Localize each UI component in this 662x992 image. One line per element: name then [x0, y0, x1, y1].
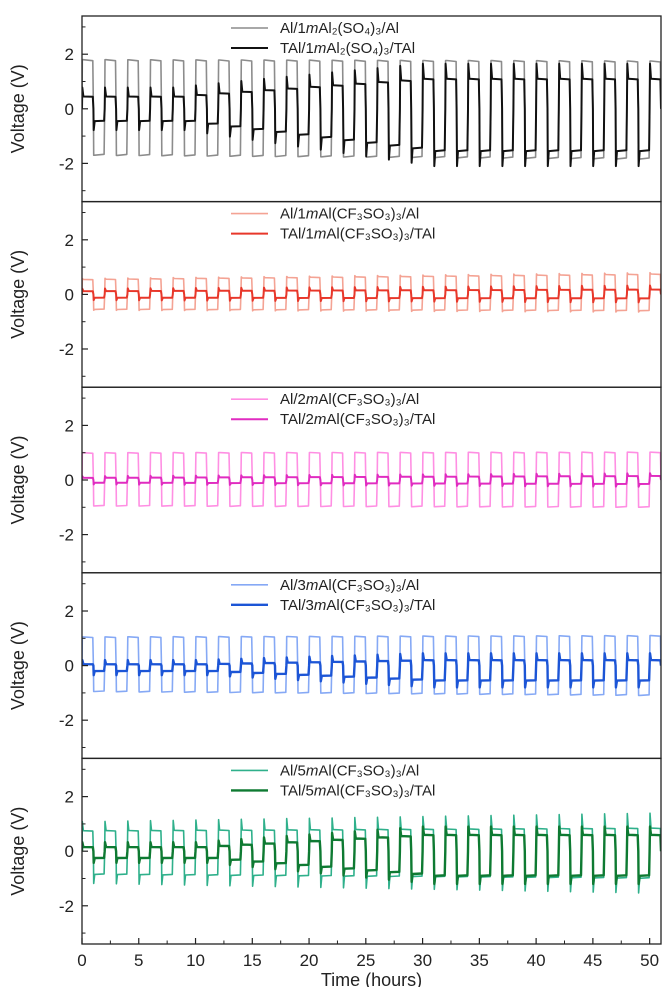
series-line-p3-s1 [82, 451, 661, 508]
y-tick-label: -2 [59, 897, 74, 916]
x-tick-label: 40 [527, 951, 546, 970]
y-tick-label: 0 [65, 657, 74, 676]
y-axis-title: Voltage (V) [8, 621, 28, 710]
y-axis-title: Voltage (V) [8, 250, 28, 339]
y-tick-label: 2 [65, 416, 74, 435]
y-tick-label: -2 [59, 711, 74, 730]
y-tick-label: 0 [65, 100, 74, 119]
series-line-p1-s2 [82, 62, 661, 168]
y-tick-label: -2 [59, 154, 74, 173]
y-tick-label: -2 [59, 340, 74, 359]
legend-label: TAl/5mAl(CF₃SO₃)₃/TAl [280, 782, 435, 799]
y-tick-label: 2 [65, 788, 74, 807]
y-tick-label: 0 [65, 285, 74, 304]
y-axis-title: Voltage (V) [8, 807, 28, 896]
y-tick-label: -2 [59, 526, 74, 545]
y-tick-label: 0 [65, 842, 74, 861]
legend-label: Al/1mAl₂(SO₄)₃/Al [280, 20, 399, 37]
x-tick-label: 45 [583, 951, 602, 970]
series-line-p5-s2 [82, 825, 661, 886]
y-tick-label: 0 [65, 471, 74, 490]
legend-label: Al/1mAl(CF₃SO₃)₃/Al [280, 206, 419, 223]
legend-label: Al/5mAl(CF₃SO₃)₃/Al [280, 762, 419, 779]
x-tick-label: 30 [413, 951, 432, 970]
x-tick-label: 20 [300, 951, 319, 970]
y-axis-title: Voltage (V) [8, 435, 28, 524]
y-axis-title: Voltage (V) [8, 64, 28, 153]
x-tick-label: 15 [243, 951, 262, 970]
series-line-p5-s1 [82, 812, 661, 894]
legend-label: TAl/1mAl₂(SO₄)₃/TAl [280, 40, 415, 57]
series-line-p4-s2 [82, 652, 661, 689]
series-line-p4-s1 [82, 634, 661, 697]
x-tick-label: 35 [470, 951, 489, 970]
x-tick-label: 25 [356, 951, 375, 970]
series-line-p1-s1 [82, 58, 661, 160]
series-line-p2-s2 [82, 284, 661, 304]
y-tick-label: 2 [65, 45, 74, 64]
y-tick-label: 2 [65, 231, 74, 250]
x-tick-label: 10 [186, 951, 205, 970]
legend-label: TAl/3mAl(CF₃SO₃)₃/TAl [280, 597, 435, 614]
legend-label: Al/3mAl(CF₃SO₃)₃/Al [280, 577, 419, 594]
legend-label: TAl/1mAl(CF₃SO₃)₃/TAl [280, 226, 435, 243]
x-axis-title: Time (hours) [321, 970, 422, 987]
x-tick-label: 50 [640, 951, 659, 970]
series-line-p3-s2 [82, 472, 661, 488]
series-line-p2-s1 [82, 271, 661, 313]
x-tick-label: 5 [134, 951, 143, 970]
y-tick-label: 2 [65, 602, 74, 621]
x-tick-label: 0 [77, 951, 86, 970]
legend-label: Al/2mAl(CF₃SO₃)₃/Al [280, 391, 419, 408]
legend-label: TAl/2mAl(CF₃SO₃)₃/TAl [280, 411, 435, 428]
